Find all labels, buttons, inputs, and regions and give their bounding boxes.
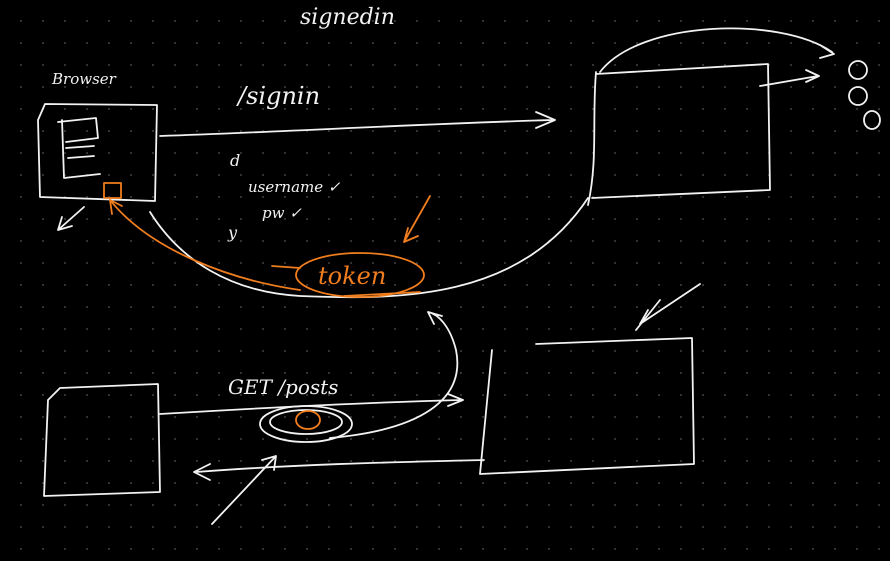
- request-token-core: [295, 410, 321, 430]
- db-icon-2: [848, 86, 868, 106]
- browser-arrow-down: [57, 206, 85, 231]
- api-check-mark: [635, 283, 701, 331]
- browser-token-store: [103, 182, 122, 199]
- get-posts-label: GET /posts: [228, 375, 338, 399]
- db-icon-1: [848, 60, 868, 80]
- bullet-y: y: [227, 223, 238, 242]
- token-to-browser-arrow: [109, 199, 301, 291]
- db-icon-3: [863, 110, 881, 130]
- browser-page-icon: [57, 117, 101, 179]
- auth-server-box: [587, 63, 771, 206]
- token-origin-curve: [329, 311, 459, 439]
- api-server-box: [479, 337, 695, 475]
- browser-box: [37, 103, 158, 202]
- request-token-outer: [259, 405, 353, 443]
- response-curve: [149, 197, 589, 299]
- token-pointer-arrow: [403, 195, 431, 243]
- token-label: token: [318, 262, 386, 290]
- token-dash: [271, 265, 301, 269]
- request-token-inner: [269, 409, 343, 435]
- token-attach-arrow: [211, 455, 277, 525]
- token-underline: [343, 291, 421, 297]
- signin-request-arrow: [159, 111, 556, 137]
- token-ellipse: [295, 252, 425, 298]
- server-to-db-arrow: [599, 27, 835, 73]
- client-box: [43, 383, 161, 497]
- signin-route-label: /signin: [236, 82, 320, 110]
- posts-request-arrow: [159, 393, 464, 415]
- password-note: pw ✓: [262, 204, 302, 222]
- username-note: username ✓: [248, 178, 341, 196]
- title-signedin: signedin: [300, 5, 395, 30]
- server-to-db-arrow-2: [759, 69, 820, 87]
- posts-response-arrow: [193, 459, 485, 481]
- bullet-d: d: [230, 151, 240, 170]
- browser-label: Browser: [51, 70, 117, 88]
